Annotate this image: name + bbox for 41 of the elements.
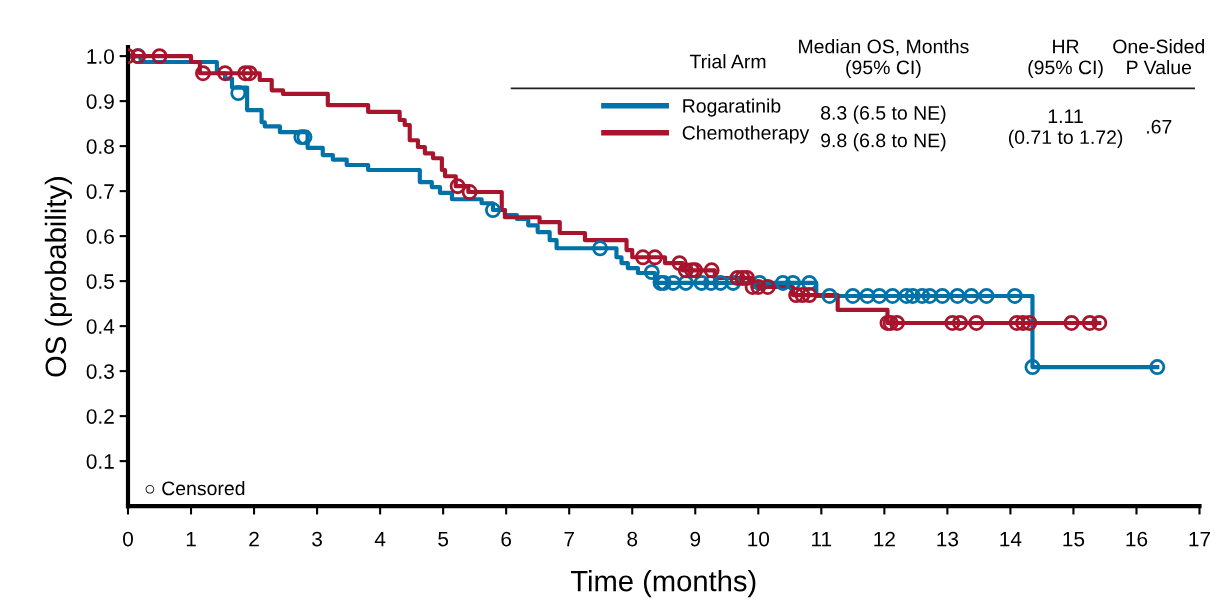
y-tick-label: 0.6	[86, 229, 114, 244]
annotation: .67	[1147, 119, 1172, 134]
y-tick-label: 1.0	[87, 49, 114, 64]
x-tick-label: 13	[937, 531, 959, 547]
x-tick-label: 5	[438, 531, 449, 547]
annotation: Trial Arm	[689, 54, 766, 69]
x-tick-label: 2	[249, 531, 259, 547]
annotation: 1.11 (0.71 to 1.72)	[1008, 109, 1123, 148]
x-tick-label: 8	[627, 531, 638, 547]
x-tick-label: 3	[312, 531, 322, 547]
x-axis-title: Time (months)	[570, 569, 756, 598]
x-tick-label: 6	[501, 531, 512, 547]
annotation: One-Sided P Value	[1113, 39, 1205, 75]
annotation: 8.3 (6.5 to NE)	[821, 105, 946, 124]
x-tick-label: 4	[374, 531, 386, 547]
y-tick-label: 0.1	[86, 454, 114, 469]
y-axis-title: OS (probability)	[44, 177, 72, 377]
y-tick-label: 0.9	[86, 94, 114, 109]
y-tick-label: 0.5	[86, 274, 114, 289]
x-tick-label: 14	[1000, 531, 1022, 547]
x-tick-label: 9	[690, 531, 701, 547]
y-tick-label: 0.8	[86, 139, 114, 154]
x-tick-label: 10	[748, 531, 770, 547]
x-tick-label: 7	[564, 531, 574, 547]
annotation: 9.8 (6.8 to NE)	[821, 133, 946, 152]
annotation: HR (95% CI)	[1028, 39, 1103, 79]
legend-label: Chemotherapy	[682, 125, 810, 144]
x-tick-label: 16	[1126, 531, 1148, 547]
x-tick-label: 12	[874, 531, 895, 547]
y-tick-label: 0.2	[86, 409, 114, 424]
y-tick-label: 0.3	[86, 364, 114, 379]
x-tick-label: 15	[1063, 531, 1085, 547]
x-tick-label: 17	[1189, 531, 1211, 547]
x-tick-label: 11	[812, 531, 832, 547]
y-tick-label: 0.4	[86, 319, 115, 334]
annotation: Median OS, Months (95% CI)	[799, 39, 969, 79]
legend-label: Rogaratinib	[683, 98, 781, 117]
y-tick-label: 0.7	[86, 184, 114, 199]
annotation: ○ Censored	[145, 481, 245, 496]
x-tick-label: 1	[186, 531, 196, 547]
x-tick-label: 0	[123, 531, 133, 547]
